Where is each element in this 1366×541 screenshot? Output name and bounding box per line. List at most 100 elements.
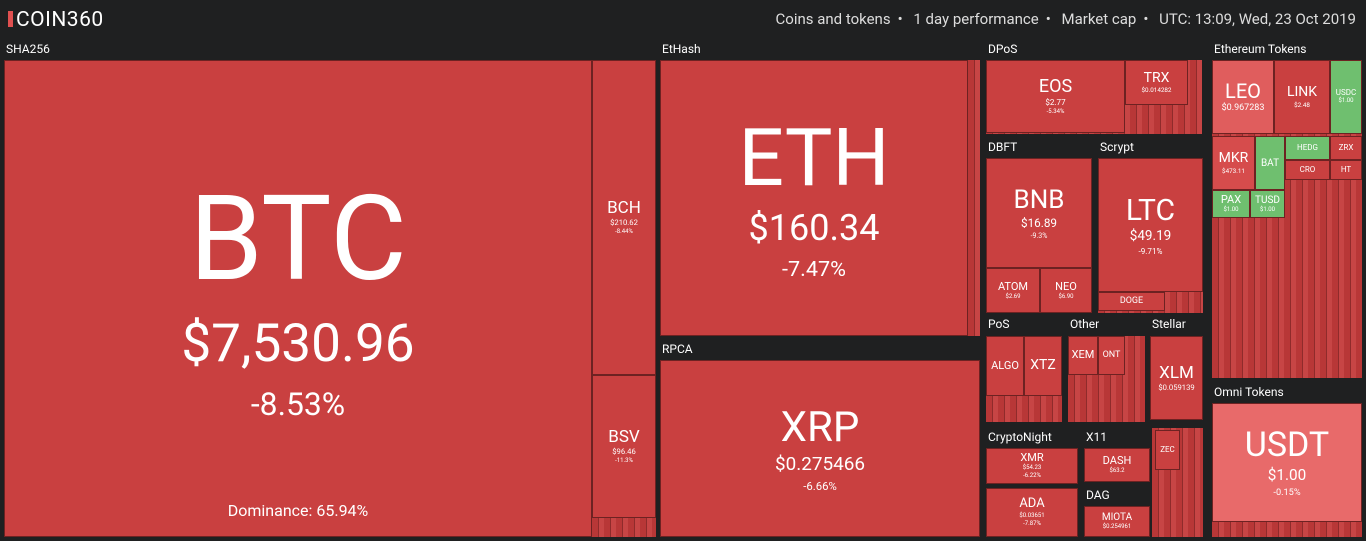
- coin-tile[interactable]: LEO $0.967283: [1212, 60, 1274, 134]
- coin-tile[interactable]: NEO $6.90: [1040, 268, 1092, 313]
- group-label[interactable]: DPoS: [988, 42, 1018, 56]
- coin-tile[interactable]: XTZ: [1024, 336, 1062, 396]
- coin-symbol: BNB: [1013, 184, 1065, 215]
- coin-price: $0.275466: [775, 452, 865, 476]
- coin-price: $1.00: [1259, 205, 1276, 213]
- filter[interactable]: Market cap: [1061, 10, 1137, 28]
- coin-tile[interactable]: LTC $49.19 -9.71%: [1098, 158, 1203, 292]
- group-label[interactable]: Scrypt: [1100, 140, 1134, 154]
- group-label[interactable]: Ethereum Tokens: [1214, 42, 1307, 56]
- coin-change: -9.71%: [1138, 246, 1163, 257]
- coin-tile[interactable]: ONT: [1098, 336, 1125, 375]
- coin-symbol: BTC: [189, 170, 407, 309]
- coin-tile[interactable]: ALGO: [986, 336, 1024, 396]
- coin-tile[interactable]: MKR $473.11: [1212, 136, 1255, 190]
- coin-symbol: HEDG: [1297, 142, 1318, 152]
- coin-price: $63.2: [1109, 467, 1125, 475]
- coin-symbol: USDT: [1244, 424, 1330, 465]
- coin-price: $96.46: [612, 447, 636, 456]
- coin-tile[interactable]: DASH $63.2: [1084, 448, 1150, 482]
- coin-tile[interactable]: ADA $0.03651 -7.87%: [986, 488, 1078, 537]
- coin-symbol: TUSD: [1255, 194, 1280, 206]
- coin-tile[interactable]: ZRX: [1330, 136, 1362, 160]
- coin-price: $1.00: [1338, 97, 1354, 105]
- filter[interactable]: 1 day performance: [913, 10, 1039, 28]
- group-label[interactable]: Stellar: [1152, 317, 1186, 331]
- coin-price: $2.69: [1005, 292, 1021, 300]
- coin-symbol: ONT: [1102, 349, 1121, 360]
- coin-tile[interactable]: TUSD $1.00: [1250, 190, 1285, 218]
- coin-price: $16.89: [1021, 215, 1057, 230]
- group-label[interactable]: DBFT: [988, 140, 1018, 154]
- coin-symbol: XTZ: [1030, 357, 1056, 374]
- coin-symbol: LTC: [1125, 192, 1176, 228]
- coin-change: -9.3%: [1030, 231, 1048, 241]
- coin-price: $6.90: [1058, 292, 1074, 300]
- coin-symbol: BAT: [1260, 157, 1280, 169]
- coin-price: $2.77: [1045, 97, 1066, 108]
- coin-change: -5.34%: [1046, 108, 1065, 116]
- coin-change: -8.44%: [615, 228, 633, 236]
- coin-tile[interactable]: CRO: [1285, 160, 1330, 180]
- coin-tile[interactable]: LINK $2.48: [1274, 60, 1330, 134]
- coin-price: $49.19: [1129, 228, 1172, 245]
- coin-price: $473.11: [1222, 166, 1245, 175]
- coin-tile[interactable]: XLM $0.059139: [1150, 336, 1203, 420]
- coin-symbol: LINK: [1286, 84, 1318, 101]
- group-label[interactable]: EtHash: [662, 42, 701, 56]
- coin-tile[interactable]: ATOM $2.69: [986, 268, 1040, 313]
- filter[interactable]: UTC: 13:09, Wed, 23 Oct 2019: [1159, 10, 1356, 28]
- coin-symbol: LEO: [1225, 79, 1261, 104]
- coin-symbol: USDC: [1335, 87, 1357, 97]
- coin-tile[interactable]: MIOTA $0.254961: [1084, 506, 1150, 537]
- coin-symbol: ATOM: [997, 279, 1029, 293]
- coin-change: -0.15%: [1273, 486, 1301, 498]
- coin-price: $0.059139: [1158, 382, 1195, 392]
- group-label[interactable]: DAG: [1086, 488, 1110, 502]
- group-label[interactable]: RPCA: [662, 342, 693, 356]
- coin-tile[interactable]: ETH $160.34 -7.47%: [660, 60, 968, 336]
- coin-symbol: EOS: [1038, 76, 1073, 98]
- group-label[interactable]: PoS: [988, 317, 1010, 331]
- coin-tile[interactable]: BCH $210.62 -8.44%: [592, 60, 656, 375]
- coin-price: $1.00: [1223, 206, 1239, 214]
- coin-symbol: ALGO: [991, 358, 1019, 372]
- coin-tile[interactable]: XEM: [1068, 336, 1098, 375]
- filters: Coins and tokens • 1 day performance • Mar…: [775, 10, 1357, 28]
- group-label[interactable]: Omni Tokens: [1214, 385, 1284, 399]
- coin-symbol: MIOTA: [1101, 512, 1133, 524]
- coin-tile[interactable]: XMR $54.23 -6.22%: [986, 448, 1078, 484]
- coin-symbol: MKR: [1218, 150, 1249, 167]
- coin-symbol: CRO: [1299, 164, 1316, 174]
- group-label[interactable]: Other: [1070, 317, 1100, 331]
- coin-symbol: XEM: [1071, 348, 1095, 362]
- coin-tile[interactable]: HT: [1330, 160, 1362, 180]
- coin-tile[interactable]: HEDG: [1285, 136, 1330, 160]
- coin-tile[interactable]: DOGE: [1098, 292, 1165, 311]
- group-label[interactable]: X11: [1086, 430, 1108, 444]
- coin-change: -6.22%: [1023, 472, 1041, 480]
- coin-tile[interactable]: PAX $1.00: [1212, 190, 1250, 218]
- coin-price: $54.23: [1022, 464, 1042, 472]
- coin-tile[interactable]: XRP $0.275466 -6.66%: [660, 360, 980, 537]
- coin-price: $0.254961: [1102, 523, 1132, 531]
- group-label[interactable]: SHA256: [6, 42, 50, 56]
- coin-symbol: NEO: [1055, 279, 1077, 293]
- logo[interactable]: COIN360: [8, 8, 104, 32]
- coin-price: $210.62: [610, 218, 638, 227]
- coin-tile[interactable]: TRX $0.014282: [1125, 60, 1188, 105]
- coin-tile[interactable]: ZEC: [1155, 430, 1180, 470]
- coin-tile[interactable]: USDC $1.00: [1330, 60, 1362, 134]
- coin-price: $1.00: [1267, 466, 1307, 485]
- coin-tile[interactable]: USDT $1.00 -0.15%: [1212, 403, 1362, 522]
- group-label[interactable]: CryptoNight: [988, 430, 1052, 444]
- header: COIN360 Coins and tokens • 1 day performa…: [0, 0, 1366, 40]
- coin-tile[interactable]: BTC $7,530.96 -8.53% Dominance: 65.94%: [4, 60, 592, 537]
- coin-tile[interactable]: EOS $2.77 -5.34%: [986, 60, 1125, 133]
- coin-change: -8.53%: [250, 384, 346, 423]
- coin-tile[interactable]: BSV $96.46 -11.3%: [592, 375, 656, 518]
- filter[interactable]: Coins and tokens: [775, 10, 891, 28]
- coin-tile[interactable]: BNB $16.89 -9.3%: [986, 158, 1092, 268]
- coin-tile[interactable]: BAT: [1255, 136, 1285, 190]
